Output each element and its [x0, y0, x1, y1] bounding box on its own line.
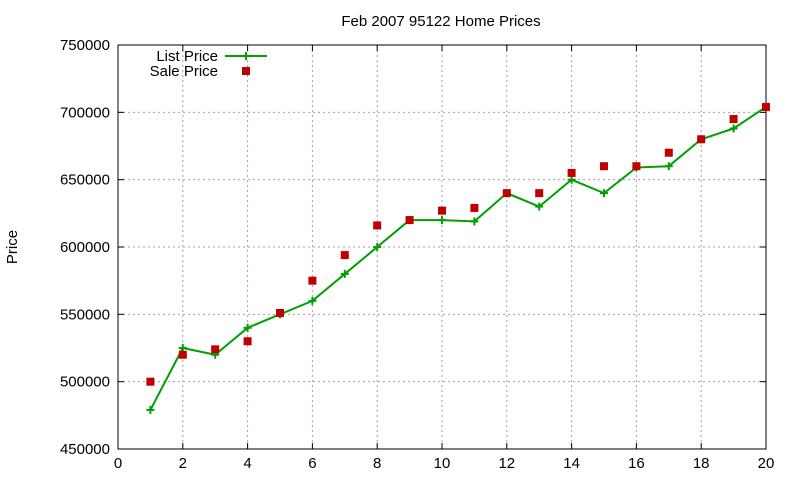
sale-price-point — [535, 189, 544, 198]
legend-marker-list-price — [242, 52, 250, 60]
sale-price-point — [308, 276, 317, 285]
x-tick-label: 0 — [114, 455, 122, 472]
sale-price-point — [340, 251, 349, 260]
list-price-point — [567, 175, 576, 184]
sale-price-point — [373, 221, 382, 230]
x-tick-label: 4 — [243, 455, 251, 472]
chart-title: Feb 2007 95122 Home Prices — [341, 13, 540, 30]
sale-price-point — [729, 115, 738, 124]
legend-sample-list-price — [225, 52, 267, 60]
sale-price-point — [502, 189, 511, 198]
list-price-point — [308, 296, 317, 305]
sale-price-point — [762, 102, 770, 111]
list-price-point — [535, 202, 544, 211]
x-tick-label: 6 — [308, 455, 316, 472]
x-tick-label: 2 — [179, 455, 187, 472]
series-line-list-price — [149, 106, 767, 411]
list-price-point — [600, 189, 608, 198]
list-price-point — [470, 217, 479, 226]
sale-price-point — [438, 206, 446, 215]
x-tick-label: 10 — [434, 455, 451, 472]
y-tick-label: 450000 — [60, 441, 110, 458]
sale-price-point — [600, 162, 608, 171]
list-price-point — [146, 405, 155, 414]
sale-price-point — [211, 345, 220, 354]
x-tick-label: 14 — [563, 455, 580, 472]
list-price-point — [664, 162, 673, 171]
list-price-point — [373, 243, 382, 251]
legend: List Price Sale Price — [150, 48, 267, 80]
sale-price-point — [146, 377, 155, 386]
y-axis-tick-labels: 450000 500000 550000 600000 650000 700000 7500… — [60, 37, 110, 458]
legend-marker-sale-price — [242, 67, 250, 75]
y-tick-label: 550000 — [60, 306, 110, 323]
sale-price-point — [632, 162, 641, 171]
axis-ticks — [117, 44, 767, 450]
sale-price-point — [567, 168, 576, 177]
list-price-point — [438, 216, 446, 225]
list-price-point — [729, 124, 738, 133]
list-price-point — [243, 323, 252, 332]
grid-lines — [118, 45, 766, 449]
x-tick-label: 16 — [628, 455, 645, 472]
list-price-point — [178, 344, 187, 352]
sale-price-point — [178, 350, 187, 359]
sale-price-point — [470, 203, 479, 212]
x-tick-label: 20 — [758, 455, 775, 472]
y-tick-label: 600000 — [60, 239, 110, 256]
y-tick-label: 500000 — [60, 374, 110, 391]
y-tick-label: 700000 — [60, 104, 110, 121]
sale-price-point — [405, 216, 414, 225]
y-tick-label: 650000 — [60, 172, 110, 189]
x-tick-label: 18 — [693, 455, 710, 472]
x-tick-label: 12 — [498, 455, 515, 472]
sale-price-point — [664, 148, 673, 157]
sale-price-point — [276, 308, 284, 317]
legend-label-list-price: List Price — [156, 48, 218, 65]
sale-price-point — [243, 337, 252, 346]
sale-price-point — [697, 135, 706, 144]
data-series — [146, 102, 770, 414]
legend-sample-sale-price — [242, 67, 250, 75]
list-price-point — [340, 269, 349, 278]
x-axis-tick-labels: 0 2 4 6 8 10 12 14 16 18 20 — [114, 455, 775, 472]
x-tick-label: 8 — [373, 455, 381, 472]
legend-label-sale-price: Sale Price — [150, 63, 218, 80]
y-tick-label: 750000 — [60, 37, 110, 54]
y-axis-label: Price — [4, 230, 21, 264]
